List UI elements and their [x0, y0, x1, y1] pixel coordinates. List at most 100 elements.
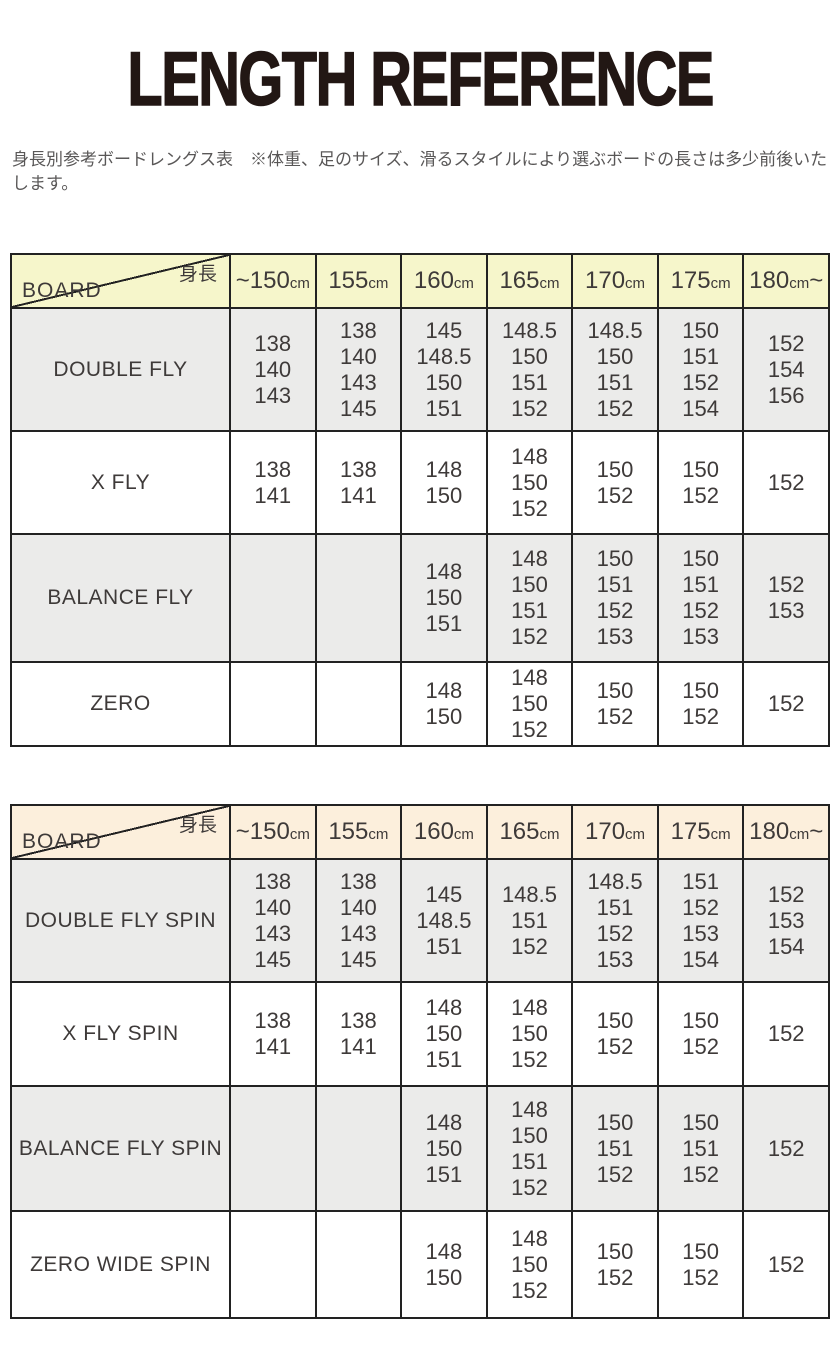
length-values-cell: 148 150	[400, 430, 488, 535]
length-values-cell: 145 148.5 151	[400, 858, 488, 983]
length-values-cell	[229, 1085, 317, 1212]
height-unit: cm	[539, 275, 560, 292]
length-values-cell: 138 140 143	[229, 307, 317, 432]
height-unit: cm	[789, 826, 810, 843]
height-column-header: ~150cm	[229, 253, 317, 309]
length-values-cell: 150 151 152	[656, 1085, 745, 1212]
length-values-cell: 148 150 152	[485, 661, 574, 747]
height-column-header: 160cm	[400, 253, 488, 309]
height-unit: cm	[453, 826, 474, 843]
height-value: 175	[670, 267, 711, 294]
length-values-cell	[229, 533, 317, 663]
length-values-cell: 148 150 151	[400, 1085, 488, 1212]
board-name: DOUBLE FLY	[10, 307, 231, 432]
height-value: 165	[499, 818, 540, 845]
length-values-cell: 150 152	[571, 981, 659, 1087]
length-values-cell: 148 150 152	[485, 981, 574, 1087]
height-unit: cm	[453, 275, 474, 292]
height-unit: cm	[710, 826, 731, 843]
height-value: 165	[499, 267, 540, 294]
length-values-cell: 151 152 153 154	[656, 858, 745, 983]
length-values-cell: 148.5 151 152	[485, 858, 574, 983]
length-values-cell: 138 141	[229, 981, 317, 1087]
length-values-cell: 150 152	[571, 1210, 659, 1319]
height-column-header: 155cm	[314, 804, 403, 860]
height-column-header: 170cm	[571, 253, 659, 309]
header-row: 身長 BOARD ~150cm 155cm 160cm 165cm 170cm 175cm 18…	[10, 253, 830, 309]
length-values-cell: 138 141	[229, 430, 317, 535]
length-values-cell: 148 150	[400, 1210, 488, 1319]
height-value: 180	[749, 818, 790, 845]
length-values-cell: 145 148.5 150 151	[400, 307, 488, 432]
length-values-cell: 138 140 143 145	[314, 858, 403, 983]
height-tail: ~	[809, 267, 824, 294]
length-values-cell: 150 151 152 154	[656, 307, 745, 432]
corner-height-label: 身長	[178, 264, 217, 285]
length-values-cell: 148.5 150 151 152	[571, 307, 659, 432]
corner-board-label: BOARD	[22, 830, 102, 853]
height-value: 170	[585, 818, 626, 845]
length-values-cell: 152 153	[742, 533, 830, 663]
board-row: BALANCE FLY SPIN 148 150 151 148 150 151 1…	[10, 1085, 830, 1212]
length-values-cell	[314, 1210, 403, 1319]
fly-series-table: 身長 BOARD ~150cm 155cm 160cm 165cm 170cm 175cm 18…	[10, 253, 830, 747]
board-name: ZERO	[10, 661, 231, 747]
length-values-cell: 152	[742, 1085, 830, 1212]
length-values-cell: 152 153 154	[742, 858, 830, 983]
height-unit: cm	[368, 275, 389, 292]
spin-series-section: 身長 BOARD ~150cm 155cm 160cm 165cm 170cm 175cm 18…	[0, 804, 840, 1319]
height-unit: cm	[368, 826, 389, 843]
board-name: ZERO WIDE SPIN	[10, 1210, 231, 1319]
length-values-cell	[314, 1085, 403, 1212]
length-values-cell: 148.5 150 151 152	[485, 307, 574, 432]
corner-cell: 身長 BOARD	[10, 804, 231, 860]
corner-cell: 身長 BOARD	[10, 253, 231, 309]
height-value: 155	[328, 267, 369, 294]
length-values-cell: 150 152	[656, 661, 745, 747]
length-values-cell: 148 150 152	[485, 430, 574, 535]
length-values-cell	[314, 533, 403, 663]
board-row: ZERO 148 150 148 150 152 150 152 150 152 152	[10, 661, 830, 747]
length-values-cell: 150 151 152 153	[656, 533, 745, 663]
height-column-header: 175cm	[656, 804, 745, 860]
length-values-cell: 152	[742, 430, 830, 535]
page-title: LENGTH REFERENCE	[0, 37, 840, 122]
length-values-cell: 148 150 151	[400, 533, 488, 663]
length-values-cell: 148 150 152	[485, 1210, 574, 1319]
height-value: 175	[670, 818, 711, 845]
length-values-cell: 138 140 143 145	[229, 858, 317, 983]
height-column-header: 175cm	[656, 253, 745, 309]
board-name: X FLY	[10, 430, 231, 535]
height-unit: cm	[289, 275, 310, 292]
length-values-cell: 148.5 151 152 153	[571, 858, 659, 983]
length-values-cell: 148 150 151 152	[485, 533, 574, 663]
height-unit: cm	[289, 826, 310, 843]
length-values-cell: 150 151 152 153	[571, 533, 659, 663]
board-row: BALANCE FLY 148 150 151 148 150 151 152 150…	[10, 533, 830, 663]
board-name: DOUBLE FLY SPIN	[10, 858, 231, 983]
height-value: 160	[413, 818, 454, 845]
board-name: BALANCE FLY SPIN	[10, 1085, 231, 1212]
height-value: 160	[413, 267, 454, 294]
length-values-cell: 150 152	[656, 981, 745, 1087]
length-values-cell: 150 152	[571, 430, 659, 535]
page-title-text: LENGTH REFERENCE	[127, 37, 715, 122]
height-unit: cm	[789, 275, 810, 292]
height-column-header: 155cm	[314, 253, 403, 309]
length-values-cell: 148 150 151 152	[485, 1085, 574, 1212]
header-row: 身長 BOARD ~150cm 155cm 160cm 165cm 170cm 175cm 18…	[10, 804, 830, 860]
length-values-cell: 148 150	[400, 661, 488, 747]
height-column-header: 180cm~	[742, 804, 830, 860]
length-values-cell: 150 151 152	[571, 1085, 659, 1212]
height-value: ~150	[235, 267, 290, 294]
board-row: DOUBLE FLY 138 140 143 138 140 143 145 145 …	[10, 307, 830, 432]
length-values-cell: 138 141	[314, 430, 403, 535]
height-value: ~150	[235, 818, 290, 845]
height-column-header: 160cm	[400, 804, 488, 860]
height-unit: cm	[710, 275, 731, 292]
length-values-cell: 150 152	[656, 430, 745, 535]
board-row: ZERO WIDE SPIN 148 150 148 150 152 150 152 1…	[10, 1210, 830, 1319]
height-unit: cm	[625, 275, 646, 292]
length-values-cell: 152 154 156	[742, 307, 830, 432]
height-column-header: 170cm	[571, 804, 659, 860]
